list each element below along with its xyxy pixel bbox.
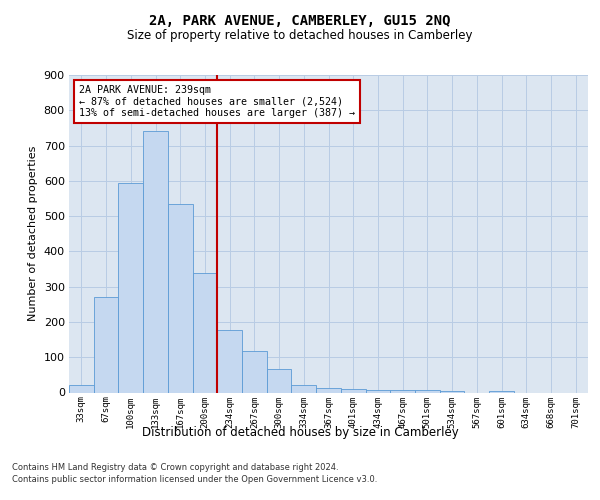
Text: Size of property relative to detached houses in Camberley: Size of property relative to detached ho… <box>127 29 473 42</box>
Text: Contains public sector information licensed under the Open Government Licence v3: Contains public sector information licen… <box>12 475 377 484</box>
Bar <box>242 351 267 393</box>
Bar <box>69 386 94 392</box>
Bar <box>267 368 292 392</box>
Bar <box>193 272 217 392</box>
Bar <box>168 204 193 392</box>
Text: 2A PARK AVENUE: 239sqm
← 87% of detached houses are smaller (2,524)
13% of semi-: 2A PARK AVENUE: 239sqm ← 87% of detached… <box>79 84 355 117</box>
Text: Contains HM Land Registry data © Crown copyright and database right 2024.: Contains HM Land Registry data © Crown c… <box>12 462 338 471</box>
Bar <box>341 389 365 392</box>
Bar <box>365 390 390 392</box>
Text: Distribution of detached houses by size in Camberley: Distribution of detached houses by size … <box>142 426 458 439</box>
Bar <box>292 384 316 392</box>
Bar <box>143 132 168 392</box>
Bar <box>440 390 464 392</box>
Bar <box>415 390 440 392</box>
Bar <box>390 390 415 392</box>
Y-axis label: Number of detached properties: Number of detached properties <box>28 146 38 322</box>
Bar <box>118 182 143 392</box>
Bar <box>94 297 118 392</box>
Bar <box>489 390 514 392</box>
Text: 2A, PARK AVENUE, CAMBERLEY, GU15 2NQ: 2A, PARK AVENUE, CAMBERLEY, GU15 2NQ <box>149 14 451 28</box>
Bar <box>217 330 242 392</box>
Bar <box>316 388 341 392</box>
